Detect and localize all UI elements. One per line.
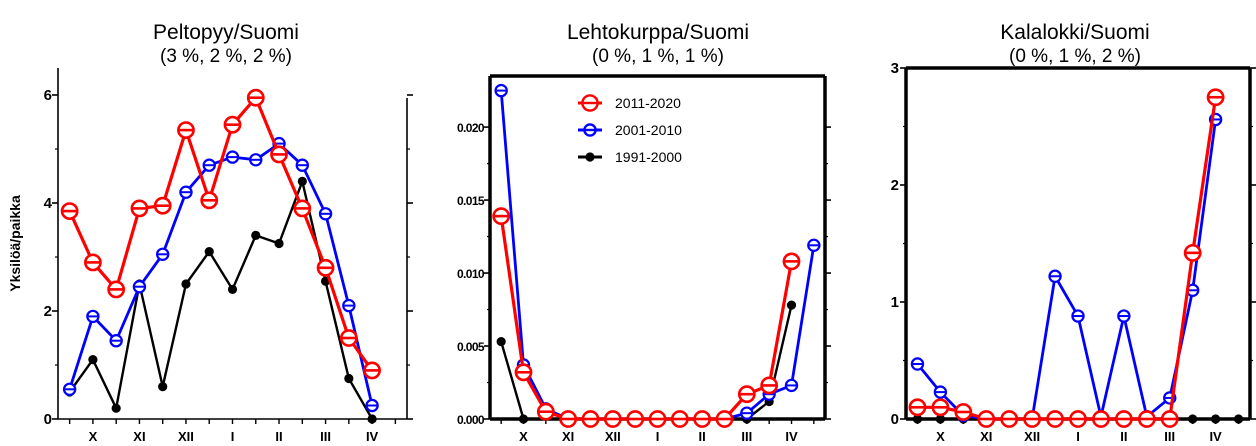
data-point bbox=[88, 355, 98, 365]
x-tick-label: XI bbox=[133, 429, 145, 444]
series-line bbox=[917, 97, 1218, 421]
y-tick-label: 0.000 bbox=[457, 413, 485, 427]
data-point bbox=[1233, 414, 1244, 424]
x-tick-label: XII bbox=[178, 429, 194, 444]
chart-title: Kalalokki/Suomi bbox=[1000, 21, 1149, 44]
x-tick-label: II bbox=[1120, 429, 1127, 444]
x-tick-label: X bbox=[936, 429, 945, 444]
y-axis-label: Yksilöä/paikka bbox=[7, 195, 23, 292]
y-tick-label: 2 bbox=[44, 303, 52, 320]
data-point bbox=[367, 414, 377, 424]
y-tick-label: 4 bbox=[44, 195, 53, 212]
x-tick-label: I bbox=[656, 429, 660, 444]
data-point bbox=[496, 337, 506, 347]
x-tick-label: II bbox=[699, 429, 706, 444]
data-point bbox=[344, 373, 354, 384]
data-point bbox=[274, 238, 284, 249]
chart-subtitle: (0 %, 1 %, 1 %) bbox=[592, 46, 724, 67]
data-point bbox=[935, 414, 946, 424]
legend-label: 2011-2020 bbox=[615, 95, 681, 111]
series-line bbox=[68, 96, 374, 372]
y-tick-label: 0.020 bbox=[457, 121, 485, 135]
x-tick-label: IV bbox=[366, 429, 379, 444]
series-2011-2020 bbox=[60, 88, 381, 380]
series-line bbox=[500, 341, 525, 420]
series-line bbox=[499, 90, 816, 421]
y-tick-label: 2 bbox=[891, 177, 899, 194]
y-tick-label: 0.010 bbox=[457, 267, 485, 281]
x-tick-label: X bbox=[519, 429, 528, 444]
x-tick-label: III bbox=[320, 429, 331, 444]
y-tick-label: 0 bbox=[44, 411, 52, 428]
x-tick-label: I bbox=[231, 429, 235, 444]
legend-item: 2001-2010 bbox=[578, 122, 682, 138]
legend-label: 2001-2010 bbox=[615, 122, 682, 138]
x-tick-label: IV bbox=[1209, 429, 1222, 444]
chart-subtitle: (0 %, 1 %, 2 %) bbox=[1009, 46, 1141, 67]
data-point bbox=[1188, 414, 1198, 424]
data-point bbox=[297, 176, 307, 186]
data-point bbox=[158, 382, 168, 392]
chart-title: Lehtokurppa/Suomi bbox=[567, 21, 749, 44]
legend-marker bbox=[585, 152, 595, 162]
x-tick-label: II bbox=[275, 429, 282, 444]
data-point bbox=[1211, 414, 1221, 424]
y-tick-label: 0 bbox=[891, 411, 899, 428]
x-tick-label: III bbox=[1164, 429, 1175, 444]
series-2011-2020 bbox=[492, 207, 801, 428]
data-point bbox=[111, 403, 121, 413]
x-tick-label: III bbox=[741, 429, 752, 444]
chart-title: Peltopyy/Suomi bbox=[153, 21, 299, 44]
x-tick-label: IV bbox=[785, 429, 798, 444]
legend: 2011-2020 2001-2010 1991-2000 bbox=[578, 94, 682, 165]
x-tick-label: XI bbox=[562, 429, 574, 444]
y-tick-label: 6 bbox=[44, 87, 52, 104]
y-tick-label: 1 bbox=[891, 294, 899, 311]
x-tick-label: XII bbox=[605, 429, 621, 444]
y-tick-label: 0.015 bbox=[457, 194, 485, 208]
data-point bbox=[912, 414, 923, 424]
legend-item: 2011-2020 bbox=[578, 94, 681, 112]
x-tick-label: XI bbox=[980, 429, 992, 444]
legend-label: 1991-2000 bbox=[615, 149, 682, 165]
series-line bbox=[916, 119, 1217, 421]
chart-subtitle: (3 %, 2 %, 2 %) bbox=[160, 46, 292, 67]
legend-item: 1991-2000 bbox=[578, 149, 682, 165]
series-2011-2020 bbox=[908, 88, 1225, 428]
data-point bbox=[518, 414, 529, 424]
x-tick-label: X bbox=[89, 429, 98, 444]
data-point bbox=[204, 247, 214, 257]
x-tick-label: I bbox=[1076, 429, 1080, 444]
y-tick-label: 0.005 bbox=[457, 340, 485, 354]
data-point bbox=[786, 300, 797, 310]
data-point bbox=[251, 230, 261, 240]
panel-1: Peltopyy/Suomi(3 %, 2 %, 2 %) 0 2 4 6 X XI XII I… bbox=[7, 21, 413, 444]
panel-2: Lehtokurppa/Suomi(0 %, 1 %, 1 %) 0.000 0.0… bbox=[457, 21, 831, 444]
data-point bbox=[181, 279, 191, 289]
y-tick-label: 3 bbox=[891, 60, 899, 77]
data-point bbox=[227, 284, 238, 294]
x-tick-label: XII bbox=[1024, 429, 1040, 444]
panel-3: Kalalokki/Suomi(0 %, 1 %, 2 %) 0 1 2 3 X XI XII… bbox=[891, 21, 1256, 444]
